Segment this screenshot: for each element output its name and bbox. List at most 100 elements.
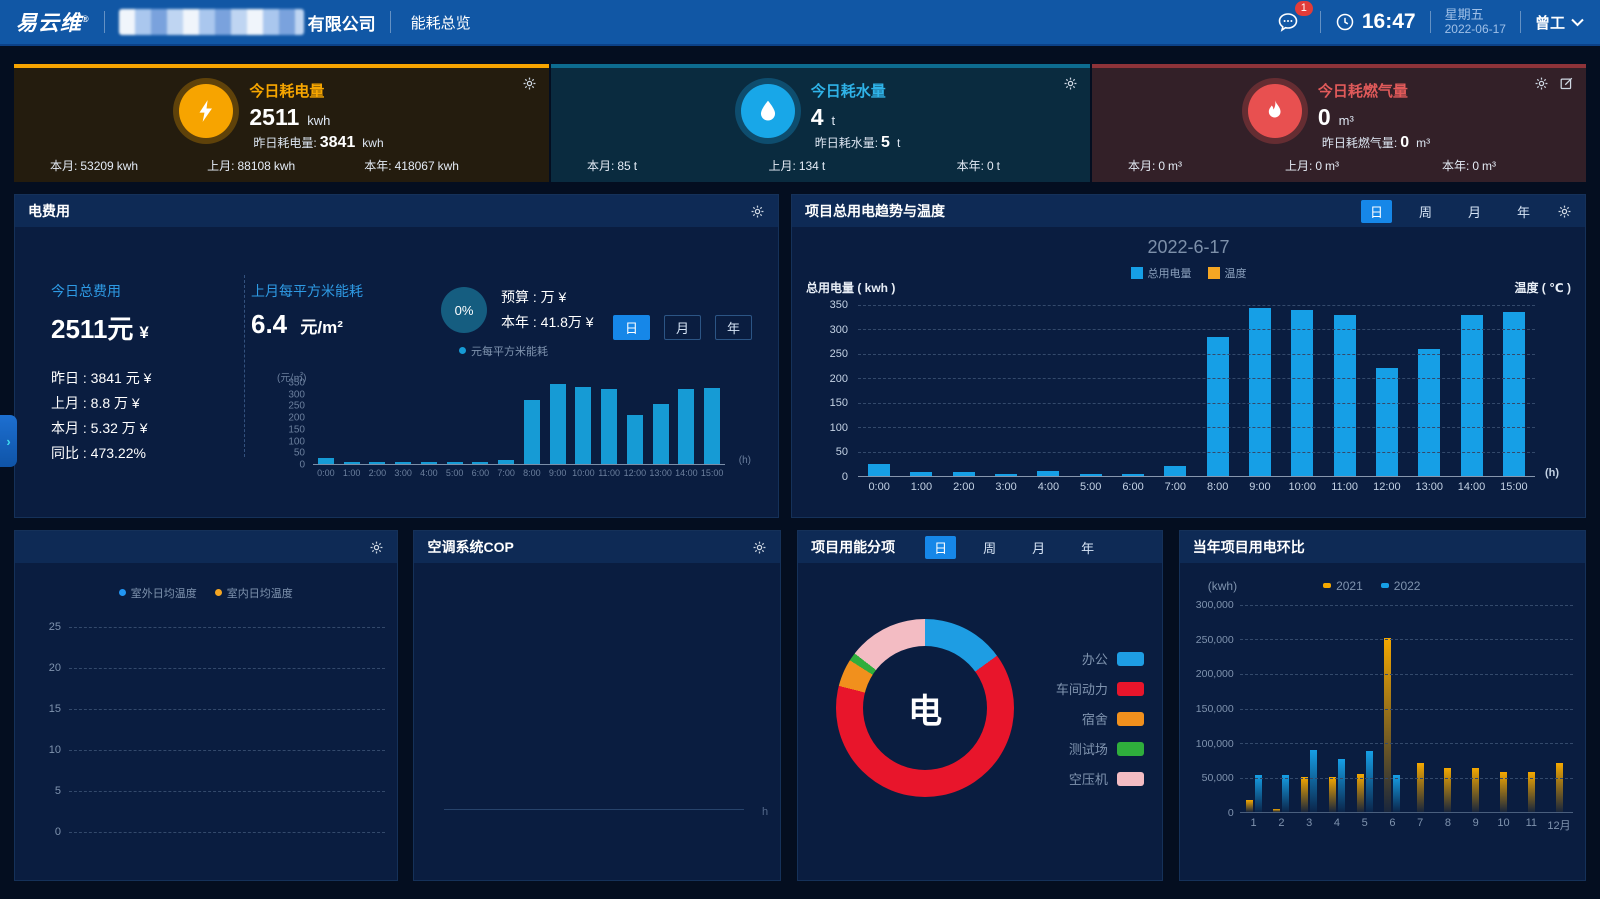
bar-2022 — [1338, 759, 1345, 812]
y-tick-label: 200 — [288, 413, 305, 424]
panel-power-trend: 项目总用电趋势与温度 日 周 月 年 2022-6-17 总用电量 温度 总用电… — [791, 194, 1586, 518]
tab-day[interactable]: 日 — [925, 536, 956, 559]
tab-week[interactable]: 周 — [974, 536, 1005, 559]
gridline — [858, 452, 1535, 453]
x-tick-label: 2:00 — [943, 481, 985, 493]
breakdown-period-tabs: 日 周 月 年 — [925, 536, 1103, 559]
legend-indoor-temp[interactable]: 室内日均温度 — [215, 585, 293, 601]
panel-hvac-cop: 空调系统COP h — [413, 530, 781, 881]
bar-元每平方米能耗 — [678, 389, 694, 464]
legend-swatch — [1117, 772, 1144, 786]
messages-button[interactable]: 1 — [1276, 10, 1300, 34]
tab-month[interactable]: 月 — [1023, 536, 1054, 559]
fee-chart-legend[interactable]: 元每平方米能耗 — [459, 343, 548, 359]
y-tick-label: 100,000 — [1196, 738, 1234, 750]
stat-year: 本年:418067kwh — [364, 157, 459, 174]
bar-元每平方米能耗 — [575, 387, 591, 464]
tab-week[interactable]: 周 — [1410, 200, 1441, 223]
plot-area — [1240, 605, 1573, 813]
gridline — [1240, 778, 1573, 779]
x-tick-label: 8:00 — [1197, 481, 1239, 493]
bar-总用电量 — [868, 464, 890, 476]
bar-总用电量 — [1207, 337, 1229, 476]
tab-year[interactable]: 年 — [715, 315, 752, 340]
y-tick-label: 5 — [35, 785, 61, 797]
x-axis: 0:001:002:003:004:005:006:007:008:009:00… — [313, 468, 725, 478]
gridline — [69, 750, 385, 751]
y-tick-label: 100 — [830, 422, 848, 434]
y-tick-label: 150 — [288, 424, 305, 435]
gear-icon[interactable] — [369, 540, 384, 555]
date-display: 星期五 2022-06-17 — [1445, 7, 1506, 37]
gear-icon[interactable] — [752, 540, 767, 555]
gear-icon[interactable] — [1534, 76, 1549, 91]
panel-title: 项目总用电趋势与温度 — [805, 201, 945, 221]
kpi-card-gas: 今日耗燃气量 0m³ 昨日耗燃气量:0m³ 本月:0m³ 上月:0m³ 本年:0… — [1092, 64, 1586, 182]
bar-2021 — [1329, 777, 1336, 812]
x-tick-label: 5 — [1351, 817, 1379, 833]
x-tick-label: 9 — [1462, 817, 1490, 833]
company-suffix: 有限公司 — [308, 10, 376, 35]
legend-item-空压机[interactable]: 空压机 — [1056, 769, 1144, 788]
bar-2021 — [1384, 638, 1391, 812]
nav-tab-energy-overview[interactable]: 能耗总览 — [411, 12, 471, 33]
sidebar-expand-handle[interactable]: › — [0, 415, 17, 467]
legend-label: 空压机 — [1069, 769, 1108, 788]
bar-总用电量 — [1080, 474, 1102, 476]
tab-month[interactable]: 月 — [1459, 200, 1490, 223]
panel-title: 项目用能分项 — [811, 537, 895, 557]
sqm-label: 上月每平方米能耗 — [251, 281, 363, 301]
legend-dot — [459, 347, 466, 354]
bar-总用电量 — [1122, 474, 1144, 476]
x-tick-label: 3:00 — [390, 468, 416, 478]
legend-total-power[interactable]: 总用电量 — [1131, 265, 1192, 281]
company-name: 有限公司 — [119, 9, 376, 35]
bar-元每平方米能耗 — [653, 404, 669, 464]
legend-temperature[interactable]: 温度 — [1208, 265, 1247, 281]
gridline — [1240, 709, 1573, 710]
stat-year: 本年:0t — [957, 157, 1000, 174]
bar-2021 — [1444, 768, 1451, 812]
tab-year[interactable]: 年 — [1508, 200, 1539, 223]
cost-yoy: 同比 : 473.22% — [51, 441, 151, 466]
gear-icon[interactable] — [1557, 204, 1572, 219]
legend-item-宿舍[interactable]: 宿舍 — [1056, 709, 1144, 728]
stat-month: 本月:85t — [587, 157, 637, 174]
panel-daily-temperature: 室外日均温度 室内日均温度 2520151050 — [14, 530, 398, 881]
tab-day[interactable]: 日 — [1361, 200, 1392, 223]
legend-outdoor-temp[interactable]: 室外日均温度 — [119, 585, 197, 601]
x-axis-line — [444, 809, 744, 810]
y-tick-label: 50 — [836, 446, 848, 458]
kpi-card-water: 今日耗水量 4t 昨日耗水量:5t 本月:85t 上月:134t 本年:0t — [551, 64, 1090, 182]
x-tick-label: 8:00 — [519, 468, 545, 478]
x-tick-label: 4:00 — [1027, 481, 1069, 493]
gear-icon[interactable] — [522, 76, 537, 91]
legend-item-测试场[interactable]: 测试场 — [1056, 739, 1144, 758]
panel-title: 空调系统COP — [427, 537, 513, 557]
y-tick-label: 250 — [830, 348, 848, 360]
user-menu[interactable]: 曾工 — [1535, 12, 1584, 33]
gear-icon[interactable] — [750, 204, 765, 219]
kpi-yesterday: 昨日耗电量:3841kwh — [249, 134, 383, 152]
gridline — [69, 627, 385, 628]
x-tick-label: 9:00 — [545, 468, 571, 478]
x-tick-label: 0:00 — [858, 481, 900, 493]
tab-year[interactable]: 年 — [1072, 536, 1103, 559]
tab-day[interactable]: 日 — [613, 315, 650, 340]
legend-2022[interactable]: 2022 — [1381, 579, 1421, 593]
gridline — [69, 832, 385, 833]
y-tick-label: 0 — [1228, 807, 1234, 819]
tab-month[interactable]: 月 — [664, 315, 701, 340]
y-tick-label: 20 — [35, 662, 61, 674]
panel-electricity-cost: 电费用 今日总费用 2511元¥ 昨日 : 3841 元 ¥ 上月 : 8.8 … — [14, 194, 779, 518]
edit-icon[interactable] — [1559, 76, 1574, 91]
legend-item-办公[interactable]: 办公 — [1056, 649, 1144, 668]
energy-donut-chart[interactable]: 电 — [836, 619, 1014, 797]
x-tick-label: 11:00 — [596, 468, 622, 478]
legend-2021[interactable]: 2021 — [1323, 579, 1363, 593]
x-tick-label: 10:00 — [571, 468, 597, 478]
yoy-bar-chart: 300,000250,000200,000150,000100,00050,00… — [1188, 605, 1575, 845]
gear-icon[interactable] — [1063, 76, 1078, 91]
x-tick-label: 7 — [1406, 817, 1434, 833]
legend-item-车间动力[interactable]: 车间动力 — [1056, 679, 1144, 698]
